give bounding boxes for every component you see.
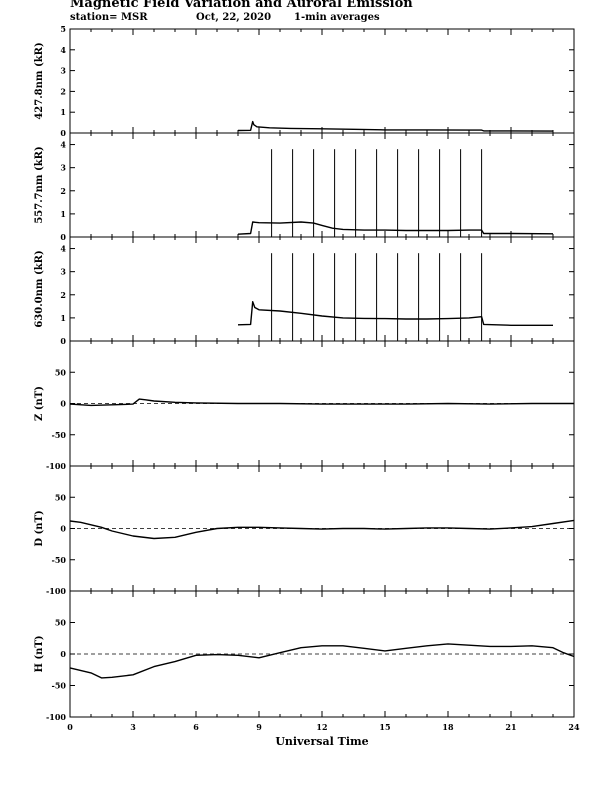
- panel-5-series-line: [69, 519, 575, 540]
- panel-3-ytick-label: 4: [60, 244, 66, 254]
- panel-1-ytick-label: 0: [60, 128, 66, 138]
- panel-6-ytick-label: -100: [46, 712, 66, 722]
- xtick-label: 9: [256, 722, 262, 732]
- chart-title: Magnetic Field Variation and Auroral Emi…: [70, 0, 413, 11]
- panel-1-frame: [69, 28, 575, 134]
- xtick-label: 12: [316, 722, 327, 732]
- xtick-label: 6: [193, 722, 199, 732]
- panel-5-ytick-label: 0: [60, 524, 66, 534]
- chart-subtitle: station= MSR Oct, 22, 2020 1-min averages: [70, 12, 380, 23]
- averaging-label: 1-min averages: [294, 12, 380, 23]
- xtick-label: 18: [442, 722, 454, 732]
- panel-2-ytick-label: 0: [60, 232, 66, 242]
- panel-3-series-line: [237, 301, 553, 326]
- panel-1-ytick-label: 5: [60, 24, 66, 34]
- panel-4-ylabel: Z (nT): [34, 386, 45, 421]
- panel-2-ytick-label: 4: [60, 140, 66, 150]
- panel-5-ytick-label: -100: [46, 586, 66, 596]
- xtick-label: 3: [130, 722, 136, 732]
- panel-1-ytick-label: 4: [60, 45, 66, 55]
- station-label: station= MSR: [70, 12, 148, 23]
- x-axis-label: Universal Time: [275, 735, 368, 748]
- panel-4-ytick-label: -50: [52, 430, 67, 440]
- panel-3-ytick-label: 3: [60, 267, 66, 277]
- panel-2-ylabel: 557.7nm (kR): [34, 146, 45, 223]
- panel-3-ylabel: 630.0nm (kR): [34, 250, 45, 327]
- panel-1-series-line: [237, 120, 554, 132]
- panel-1-ytick-label: 2: [60, 86, 66, 96]
- panel-1-ylabel: 427.8nm (kR): [34, 42, 45, 119]
- panel-1-ytick-label: 3: [60, 66, 66, 76]
- panel-2-ytick-label: 1: [60, 209, 66, 219]
- panel-4-ytick-label: 50: [55, 367, 67, 377]
- panel-5-ytick-label: 50: [55, 492, 67, 502]
- xtick-label: 15: [379, 722, 390, 732]
- panel-4-ytick-label: 0: [60, 399, 66, 409]
- panel-4-ytick-label: -100: [46, 461, 66, 471]
- panel-5-ytick-label: -50: [52, 555, 67, 565]
- panel-2-ytick-label: 3: [60, 163, 66, 173]
- panel-6-ytick-label: 0: [60, 649, 66, 659]
- panel-6-ylabel: H (nT): [34, 635, 45, 672]
- panel-1-ytick-label: 1: [60, 107, 66, 117]
- panel-5-ylabel: D (nT): [34, 510, 45, 546]
- panel-6-ytick-label: -50: [52, 681, 67, 691]
- panel-4-series-line: [69, 398, 574, 407]
- xtick-label: 0: [67, 722, 73, 732]
- panel-2-ytick-label: 2: [60, 186, 66, 196]
- panel-2-series-line: [237, 221, 554, 235]
- panel-3-ytick-label: 0: [60, 336, 66, 346]
- panel-3-ytick-label: 1: [60, 313, 66, 323]
- xtick-label: 21: [505, 722, 516, 732]
- date-label: Oct, 22, 2020: [196, 12, 272, 23]
- panel-6-series-line: [69, 643, 575, 679]
- panel-3-ytick-label: 2: [60, 290, 66, 300]
- panel-6-ytick-label: 50: [55, 618, 67, 628]
- panel-2-frame: [69, 132, 575, 238]
- xtick-label: 24: [568, 722, 580, 732]
